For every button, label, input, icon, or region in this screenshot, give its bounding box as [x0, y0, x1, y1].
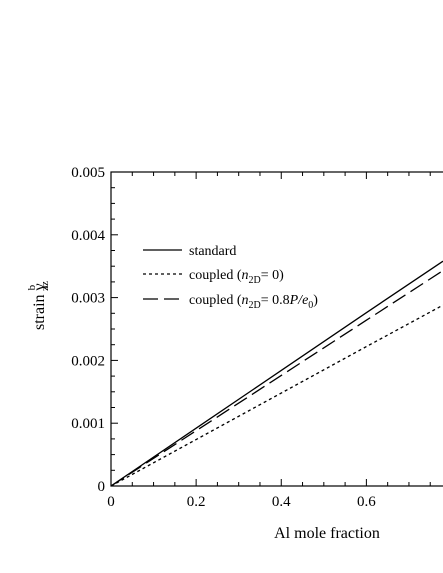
y-tick-label: 0.003 — [71, 291, 105, 307]
series-line-standard — [110, 260, 443, 487]
x-tick-label: 0.4 — [272, 494, 291, 510]
legend-label-standard: standard — [189, 244, 236, 259]
x-tick-label: 0.2 — [187, 494, 206, 510]
x-tick-label: 0.6 — [357, 494, 376, 510]
y-tick-label: 0.005 — [71, 165, 105, 181]
legend: standard coupled (n2D= 0) coupled (n2D= … — [143, 244, 318, 311]
legend-label-coupled-zero: coupled (n2D= 0) — [189, 268, 284, 286]
y-tick-label: 0.001 — [71, 416, 105, 432]
y-tick-label: 0.002 — [71, 353, 105, 369]
legend-item-standard: standard — [143, 244, 236, 259]
x-tick-label: 0 — [107, 494, 115, 510]
legend-label-coupled-charge: coupled (n2D= 0.8P/e0) — [189, 293, 318, 311]
series-line-coupled-charge — [110, 270, 443, 487]
y-tick-label: 0 — [98, 479, 106, 495]
series-layer — [110, 260, 443, 487]
plot-frame — [110, 171, 443, 487]
x-axis-label: Al mole fraction — [274, 525, 380, 542]
y-axis-label: strain γbzz — [26, 281, 51, 330]
ticks-layer: 0 0.2 0.4 0.6 0 0.001 0.002 0.003 0.004 0.005 — [71, 165, 431, 510]
legend-item-coupled-zero: coupled (n2D= 0) — [143, 268, 284, 286]
legend-item-coupled-charge: coupled (n2D= 0.8P/e0) — [143, 293, 318, 311]
y-tick-label: 0.004 — [71, 228, 105, 244]
series-line-coupled-zero — [110, 304, 443, 487]
